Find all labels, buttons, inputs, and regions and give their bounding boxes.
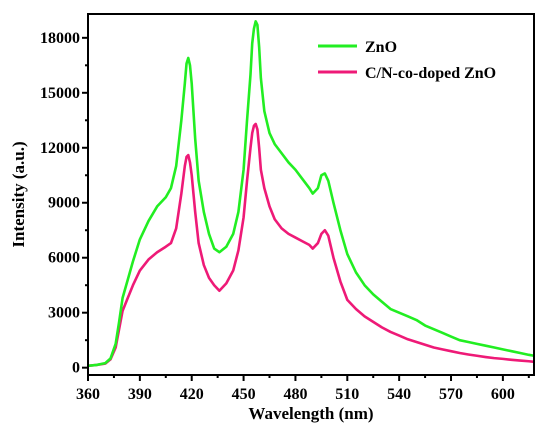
x-tick-label: 570 [439, 386, 463, 403]
plot-frame [87, 13, 535, 376]
y-tick-label: 15000 [40, 85, 80, 102]
legend: ZnO C/N-co-doped ZnO [318, 39, 496, 82]
legend-label-zno: ZnO [365, 39, 397, 56]
x-tick-label: 390 [128, 386, 152, 403]
series-line-zno [87, 20, 535, 368]
series-lines [87, 20, 535, 368]
x-axis-title: Wavelength (nm) [248, 404, 373, 423]
x-tick-label: 450 [232, 386, 256, 403]
x-tick-label: 510 [335, 386, 359, 403]
x-tick-label: 360 [76, 386, 100, 403]
tick-labels: 360 390 420 450 480 510 540 570 6000300060009000… [40, 30, 515, 403]
y-tick-label: 6000 [48, 250, 80, 267]
y-tick-label: 0 [72, 360, 80, 377]
y-axis-title: Intensity (a.u.) [9, 141, 28, 247]
axis-ticks [82, 36, 530, 381]
x-tick-label: 540 [387, 386, 411, 403]
y-tick-label: 9000 [48, 195, 80, 212]
x-tick-label: 420 [180, 386, 204, 403]
x-tick-label: 480 [283, 386, 307, 403]
x-tick-label: 600 [491, 386, 515, 403]
y-tick-label: 12000 [40, 140, 80, 157]
legend-label-cn-doped-zno: C/N-co-doped ZnO [365, 65, 496, 82]
y-tick-label: 3000 [48, 305, 80, 322]
series-line-c-n-co-doped-zno [87, 122, 535, 368]
y-tick-label: 18000 [40, 30, 80, 47]
